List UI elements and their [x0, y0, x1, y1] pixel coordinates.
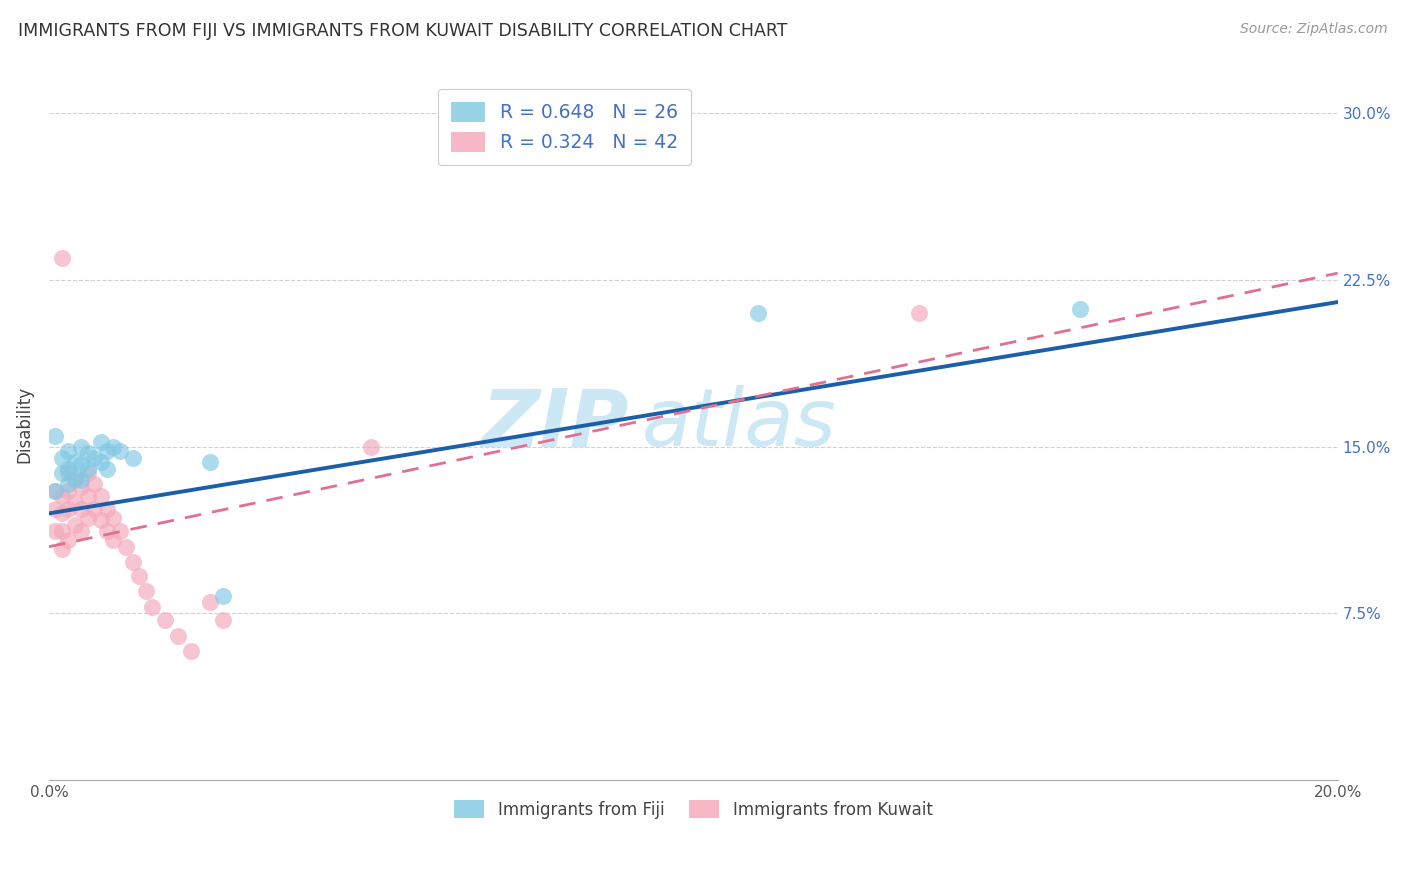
Point — [58, 444, 80, 458]
Point — [63, 473, 86, 487]
Point — [76, 489, 98, 503]
Point — [51, 507, 73, 521]
Point — [83, 477, 105, 491]
Text: Source: ZipAtlas.com: Source: ZipAtlas.com — [1240, 22, 1388, 37]
Point — [70, 458, 93, 472]
Point — [96, 444, 118, 458]
Point — [83, 450, 105, 465]
Point — [166, 629, 188, 643]
Point — [135, 584, 157, 599]
Point — [89, 513, 111, 527]
Point — [121, 555, 143, 569]
Point — [128, 568, 150, 582]
Point — [51, 450, 73, 465]
Point — [103, 511, 125, 525]
Point — [121, 450, 143, 465]
Point — [51, 467, 73, 481]
Point — [76, 467, 98, 481]
Legend: Immigrants from Fiji, Immigrants from Kuwait: Immigrants from Fiji, Immigrants from Ku… — [447, 793, 939, 825]
Point — [63, 495, 86, 509]
Point — [58, 467, 80, 481]
Point — [44, 502, 66, 516]
Point — [44, 524, 66, 538]
Point — [747, 306, 769, 320]
Point — [63, 471, 86, 485]
Point — [198, 595, 221, 609]
Text: atlas: atlas — [641, 385, 837, 464]
Text: IMMIGRANTS FROM FIJI VS IMMIGRANTS FROM KUWAIT DISABILITY CORRELATION CHART: IMMIGRANTS FROM FIJI VS IMMIGRANTS FROM … — [18, 22, 787, 40]
Point — [44, 428, 66, 442]
Point — [103, 440, 125, 454]
Text: ZIP: ZIP — [481, 385, 628, 464]
Point — [76, 462, 98, 476]
Point — [212, 589, 235, 603]
Point — [44, 484, 66, 499]
Point — [96, 462, 118, 476]
Point — [108, 524, 131, 538]
Point — [51, 524, 73, 538]
Point — [198, 455, 221, 469]
Point — [1069, 301, 1091, 316]
Point — [89, 435, 111, 450]
Point — [96, 502, 118, 516]
Point — [63, 455, 86, 469]
Point — [153, 613, 176, 627]
Point — [115, 540, 138, 554]
Point — [58, 477, 80, 491]
Point — [58, 533, 80, 547]
Point — [58, 462, 80, 476]
Point — [103, 533, 125, 547]
Y-axis label: Disability: Disability — [15, 386, 32, 463]
Point — [51, 489, 73, 503]
Point — [70, 524, 93, 538]
Point — [58, 502, 80, 516]
Point — [76, 511, 98, 525]
Point — [70, 440, 93, 454]
Point — [180, 644, 202, 658]
Point — [70, 473, 93, 487]
Point — [58, 484, 80, 499]
Point — [70, 502, 93, 516]
Point — [89, 489, 111, 503]
Point — [44, 484, 66, 499]
Point — [908, 306, 931, 320]
Point — [108, 444, 131, 458]
Point — [70, 480, 93, 494]
Point — [63, 517, 86, 532]
Point — [141, 599, 163, 614]
Point — [51, 251, 73, 265]
Point — [212, 613, 235, 627]
Point — [89, 455, 111, 469]
Point — [360, 440, 382, 454]
Point — [51, 541, 73, 556]
Point — [83, 502, 105, 516]
Point — [76, 446, 98, 460]
Point — [96, 524, 118, 538]
